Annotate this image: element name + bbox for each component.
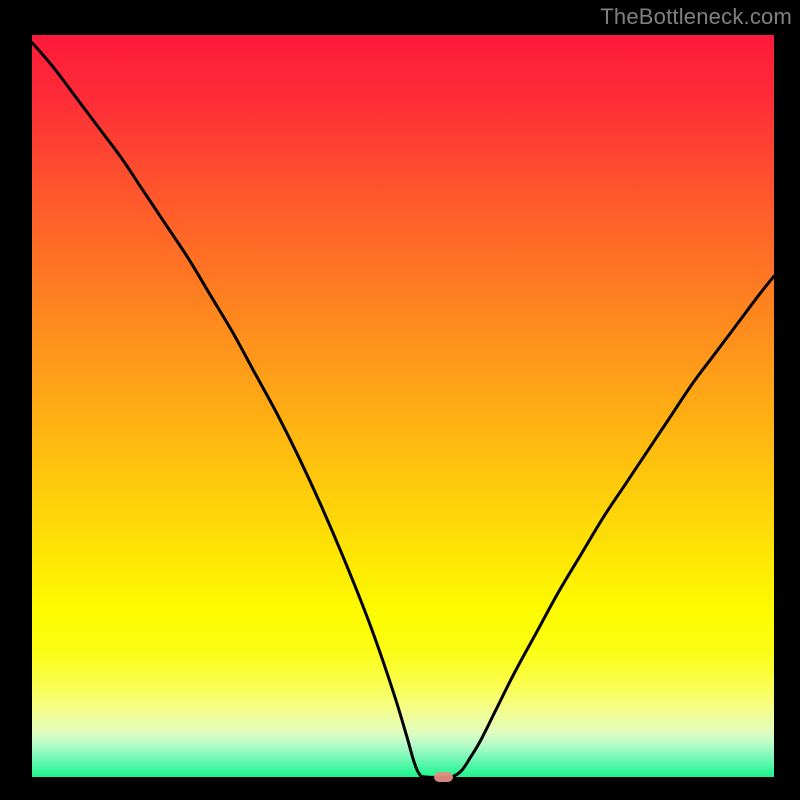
frame-bottom <box>0 777 800 800</box>
frame-left <box>0 0 32 800</box>
watermark-text: TheBottleneck.com <box>600 4 792 30</box>
plot-background <box>32 35 774 777</box>
chart-svg <box>0 0 800 800</box>
value-marker <box>434 772 453 782</box>
frame-right <box>774 0 800 800</box>
bottleneck-chart: TheBottleneck.com <box>0 0 800 800</box>
